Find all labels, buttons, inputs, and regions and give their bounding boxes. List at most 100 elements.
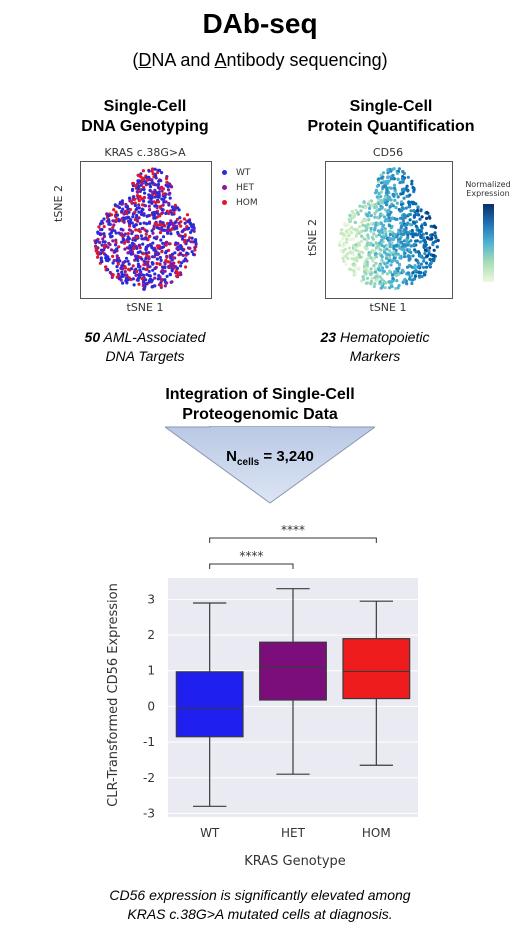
tsne-left-point [186,220,190,224]
tsne-left-point [161,187,165,191]
tsne-right-point [355,232,359,236]
left-caption: 50 AML-Associated DNA Targets [35,328,255,366]
tsne-right-point [387,216,391,220]
tsne-right-point [374,261,378,265]
tsne-right-point [378,214,382,218]
tsne-left-point [159,205,163,209]
tsne-left-point [140,181,144,185]
tsne-right-point [394,286,398,291]
tsne-right-point [385,265,389,269]
tsne-left-point [171,208,175,212]
tsne-right-point [393,233,397,237]
tsne-right-point [352,269,356,273]
tsne-right-point [352,258,356,262]
tsne-left-point [175,226,179,230]
tsne-left-point [158,187,162,191]
tsne-left-point [179,264,183,268]
tsne-left-point [148,208,152,212]
tsne-right-point [357,266,361,270]
boxplot-box-wt [175,671,244,738]
tsne-right-point [389,226,393,230]
tsne-left-point [165,281,169,285]
tsne-right-point [396,286,400,290]
tsne-left-point [157,226,161,230]
tsne-left-point [123,247,127,251]
tsne-left-point [138,195,142,199]
legend-het-marker [222,185,227,190]
tsne-left-point [168,242,172,246]
tsne-right-point [407,256,412,260]
tsne-right-point [419,233,423,238]
tsne-right-point [391,252,395,256]
tsne-right-point [409,239,413,243]
tsne-left-point [102,232,106,236]
tsne-right-point [400,224,404,228]
tsne-left-point [161,192,165,196]
funnel-arrow-shape [165,426,375,504]
tsne-left-point [134,184,138,188]
boxplot-ytick-label: 2 [147,628,155,642]
left-plot-xlabel: tSNE 1 [126,301,164,314]
tsne-right-point [350,257,354,261]
tsne-right-point [412,277,417,281]
tsne-right-point [369,226,373,231]
tsne-left-point [135,194,140,198]
tsne-left-point [144,232,148,236]
tsne-right-point [384,230,388,234]
tsne-left-point [95,239,99,243]
tsne-left-point [135,235,139,239]
tsne-left-point [125,246,130,250]
tsne-left-point [114,243,118,247]
tsne-right-point [391,193,395,197]
tsne-left-point [145,267,149,271]
tsne-left-point [119,233,124,237]
tsne-right-point [395,267,399,271]
footer-line2: KRAS c.38G>A mutated cells at diagnosis. [127,906,393,922]
tsne-left-point [114,210,118,214]
tsne-left-point [145,175,149,179]
tsne-right-point [365,263,369,267]
tsne-left-point [132,283,136,287]
tsne-left-point [151,241,155,245]
tsne-left-point [170,280,174,284]
tsne-left-point [142,187,146,192]
tsne-right-point [383,262,387,266]
tsne-left-point [123,210,127,214]
tsne-left-point [137,203,141,207]
tsne-left-point [107,214,111,218]
ncells-prefix: N [226,448,237,465]
tsne-right-point [391,276,395,280]
tsne-left-point [133,201,137,205]
tsne-right-point [402,279,406,283]
tsne-right-point [371,259,375,263]
tsne-right-point [413,266,417,270]
tsne-left-point [188,236,192,240]
boxplot-ytick-label: -2 [143,771,155,785]
tsne-left-point [150,211,155,215]
tsne-left-point [140,237,144,241]
tsne-left-point [167,224,171,228]
tsne-right-point [344,243,348,247]
tsne-left-point [120,202,124,206]
tsne-right-point [395,259,399,263]
tsne-right-point [378,275,382,279]
tsne-left-point [160,211,165,215]
tsne-left-point [150,190,154,194]
tsne-right-point [382,248,387,252]
tsne-right-point [390,217,394,221]
tsne-left-point [132,224,136,228]
tsne-left-point [173,251,177,255]
tsne-left-point [186,252,190,256]
tsne-left-point [180,261,184,265]
tsne-left-point [131,181,136,186]
tsne-left-point [164,258,168,263]
tsne-left-point [179,224,183,228]
boxplot-box-hom [342,638,411,700]
tsne-left-point [193,248,197,252]
tsne-right-point [403,251,407,256]
right-caption-line1: 23 Hematopoietic [265,328,485,347]
legend-item-wt: WT [222,165,258,180]
tsne-right-point [388,232,392,237]
tsne-left-point [160,250,164,254]
boxplot-xtick-label: WT [200,826,220,840]
